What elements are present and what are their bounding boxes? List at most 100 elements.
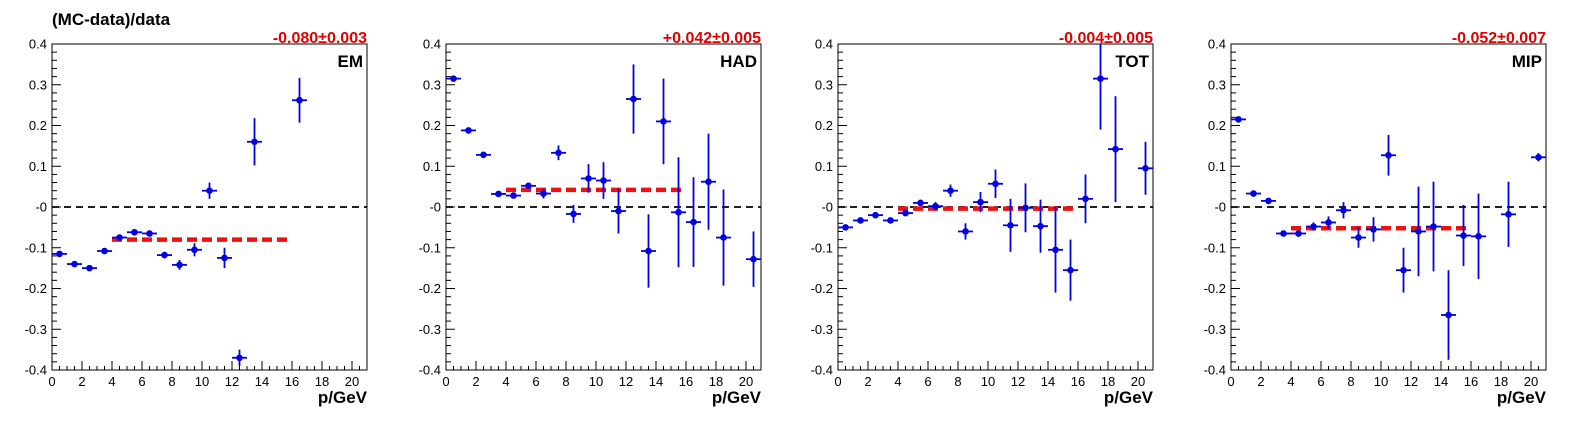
panel-em-ytick-label: -0.3 <box>25 322 47 337</box>
panel-tot-data-point <box>902 209 909 217</box>
panel-mip-xtick-label: 16 <box>1464 374 1478 389</box>
panel-had-data-point <box>540 190 547 197</box>
panel-tot-data-point <box>857 217 864 224</box>
panel-mip-data-point <box>1280 230 1287 237</box>
panel-em-data-point <box>161 251 168 259</box>
panel-em-xtick-label: 4 <box>108 374 115 389</box>
panel-em-ytick-label: 0.1 <box>29 159 47 174</box>
panel-mip-data-point <box>1310 223 1317 230</box>
panel-had-ytick-label: -0.2 <box>419 281 441 296</box>
panel-em-xtick-label: 10 <box>195 374 209 389</box>
panel-had-xlabel: p/GeV <box>712 388 762 407</box>
panel-em-xtick-label: 8 <box>168 374 175 389</box>
panel-had-xtick-label: 2 <box>472 374 479 389</box>
panel-had-data-point <box>600 177 607 184</box>
panel-em-fit-value: -0.080±0.003 <box>273 30 367 47</box>
panel-mip-data-point <box>1430 223 1437 230</box>
panel-em-data-point <box>221 254 228 262</box>
panel-had-data-point <box>690 218 697 226</box>
panel-mip-data-point <box>1325 219 1332 226</box>
panel-mip-data-point <box>1460 232 1467 239</box>
panel-mip-data-point <box>1340 206 1347 214</box>
panel-had-xtick-label: 8 <box>562 374 569 389</box>
panel-tot-data-point <box>1082 195 1089 203</box>
panel-tot-xtick-label: 10 <box>981 374 995 389</box>
panel-had-data-point <box>705 178 712 186</box>
panel-had-data-point <box>555 149 562 157</box>
panel-mip-data-point <box>1505 211 1512 218</box>
panel-tot-data-point <box>842 224 849 231</box>
panel-tot-ytick-label: -0.3 <box>811 322 833 337</box>
panel-mip-xtick-label: 10 <box>1374 374 1388 389</box>
panel-tot-ytick-label: 0.4 <box>815 37 833 52</box>
panel-tot-ytick-label: -0 <box>821 200 833 215</box>
panel-mip-label: MIP <box>1512 52 1542 71</box>
panel-had-ytick-label: -0.4 <box>419 363 441 378</box>
panel-tot-xtick-label: 18 <box>1101 374 1115 389</box>
panel-em-data-point <box>71 260 78 268</box>
panel-em-data-point <box>56 250 63 258</box>
panel-mip-xtick-label: 12 <box>1404 374 1418 389</box>
y-axis-title: (MC-data)/data <box>52 10 171 29</box>
panel-tot-ytick-label: 0.3 <box>815 77 833 92</box>
panel-had-fit-value: +0.042±0.005 <box>663 30 761 47</box>
panel-had-data-point <box>525 182 532 190</box>
panel-tot-data-point <box>1097 75 1104 82</box>
panel-em-xtick-label: 16 <box>285 374 299 389</box>
panel-em-xtick-label: 14 <box>255 374 269 389</box>
panel-mip-xtick-label: 14 <box>1434 374 1448 389</box>
panel-tot-data-point <box>1112 145 1119 153</box>
panel-tot-data-point <box>977 198 984 206</box>
panel-em-data-point <box>101 247 108 255</box>
panel-had-xtick-label: 10 <box>589 374 603 389</box>
panel-had-data-point <box>570 210 577 218</box>
panel-had-data-point <box>450 75 457 82</box>
panel-had-xtick-label: 0 <box>442 374 449 389</box>
panel-tot-xtick-label: 20 <box>1131 374 1145 389</box>
panel-tot-ytick-label: 0.1 <box>815 159 833 174</box>
panel-had-xtick-label: 16 <box>679 374 693 389</box>
panel-had-ytick-label: 0.4 <box>423 37 441 52</box>
panel-mip-data-point <box>1400 266 1407 274</box>
panel-mip-data-point <box>1295 230 1302 237</box>
panel-em-data-point <box>146 230 153 237</box>
panel-em-xtick-label: 2 <box>78 374 85 389</box>
panel-mip-data-point <box>1445 311 1452 319</box>
panel-em-xtick-label: 18 <box>315 374 329 389</box>
panel-em-ytick-label: -0.2 <box>25 281 47 296</box>
panel-mip-xtick-label: 20 <box>1524 374 1538 389</box>
panel-mip-ytick-label: 0.2 <box>1208 118 1226 133</box>
panel-tot-fit-value: -0.004±0.005 <box>1059 30 1153 47</box>
panel-mip-xtick-label: 4 <box>1287 374 1294 389</box>
panel-mip-ytick-label: -0.4 <box>1204 363 1226 378</box>
panel-mip-ytick-label: -0.3 <box>1204 322 1226 337</box>
panel-mip-ytick-label: -0.2 <box>1204 281 1226 296</box>
panel-mip-fit-value: -0.052±0.007 <box>1452 30 1546 47</box>
panel-had-ytick-label: 0.1 <box>423 159 441 174</box>
panel-mip-data-point <box>1355 234 1362 241</box>
panel-had-xtick-label: 12 <box>619 374 633 389</box>
panel-em-data-point <box>206 187 213 194</box>
panel-tot-data-point <box>887 217 894 224</box>
panel-em-ytick-label: 0.4 <box>29 37 47 52</box>
panel-had-ytick-label: -0.3 <box>419 322 441 337</box>
panel-had-xtick-label: 6 <box>532 374 539 389</box>
panel-mip-xtick-label: 6 <box>1317 374 1324 389</box>
panel-had-data-point <box>465 127 472 134</box>
panel-mip-xtick-label: 2 <box>1257 374 1264 389</box>
panel-mip-ytick-label: 0.4 <box>1208 37 1226 52</box>
panel-tot-ytick-label: -0.1 <box>811 240 833 255</box>
panel-tot-ytick-label: -0.2 <box>811 281 833 296</box>
panel-had-ytick-label: -0.1 <box>419 240 441 255</box>
panel-mip-data-point <box>1370 226 1377 233</box>
panel-em-data-point <box>116 234 123 241</box>
panel-tot-xtick-label: 4 <box>894 374 901 389</box>
panel-tot-data-point <box>1007 222 1014 229</box>
panel-had-ytick-label: -0 <box>429 200 441 215</box>
panel-tot-xtick-label: 8 <box>954 374 961 389</box>
panel-had-ytick-label: 0.2 <box>423 118 441 133</box>
panel-had-xtick-label: 14 <box>649 374 663 389</box>
panel-tot-xtick-label: 2 <box>864 374 871 389</box>
panel-tot-label: TOT <box>1115 52 1149 71</box>
